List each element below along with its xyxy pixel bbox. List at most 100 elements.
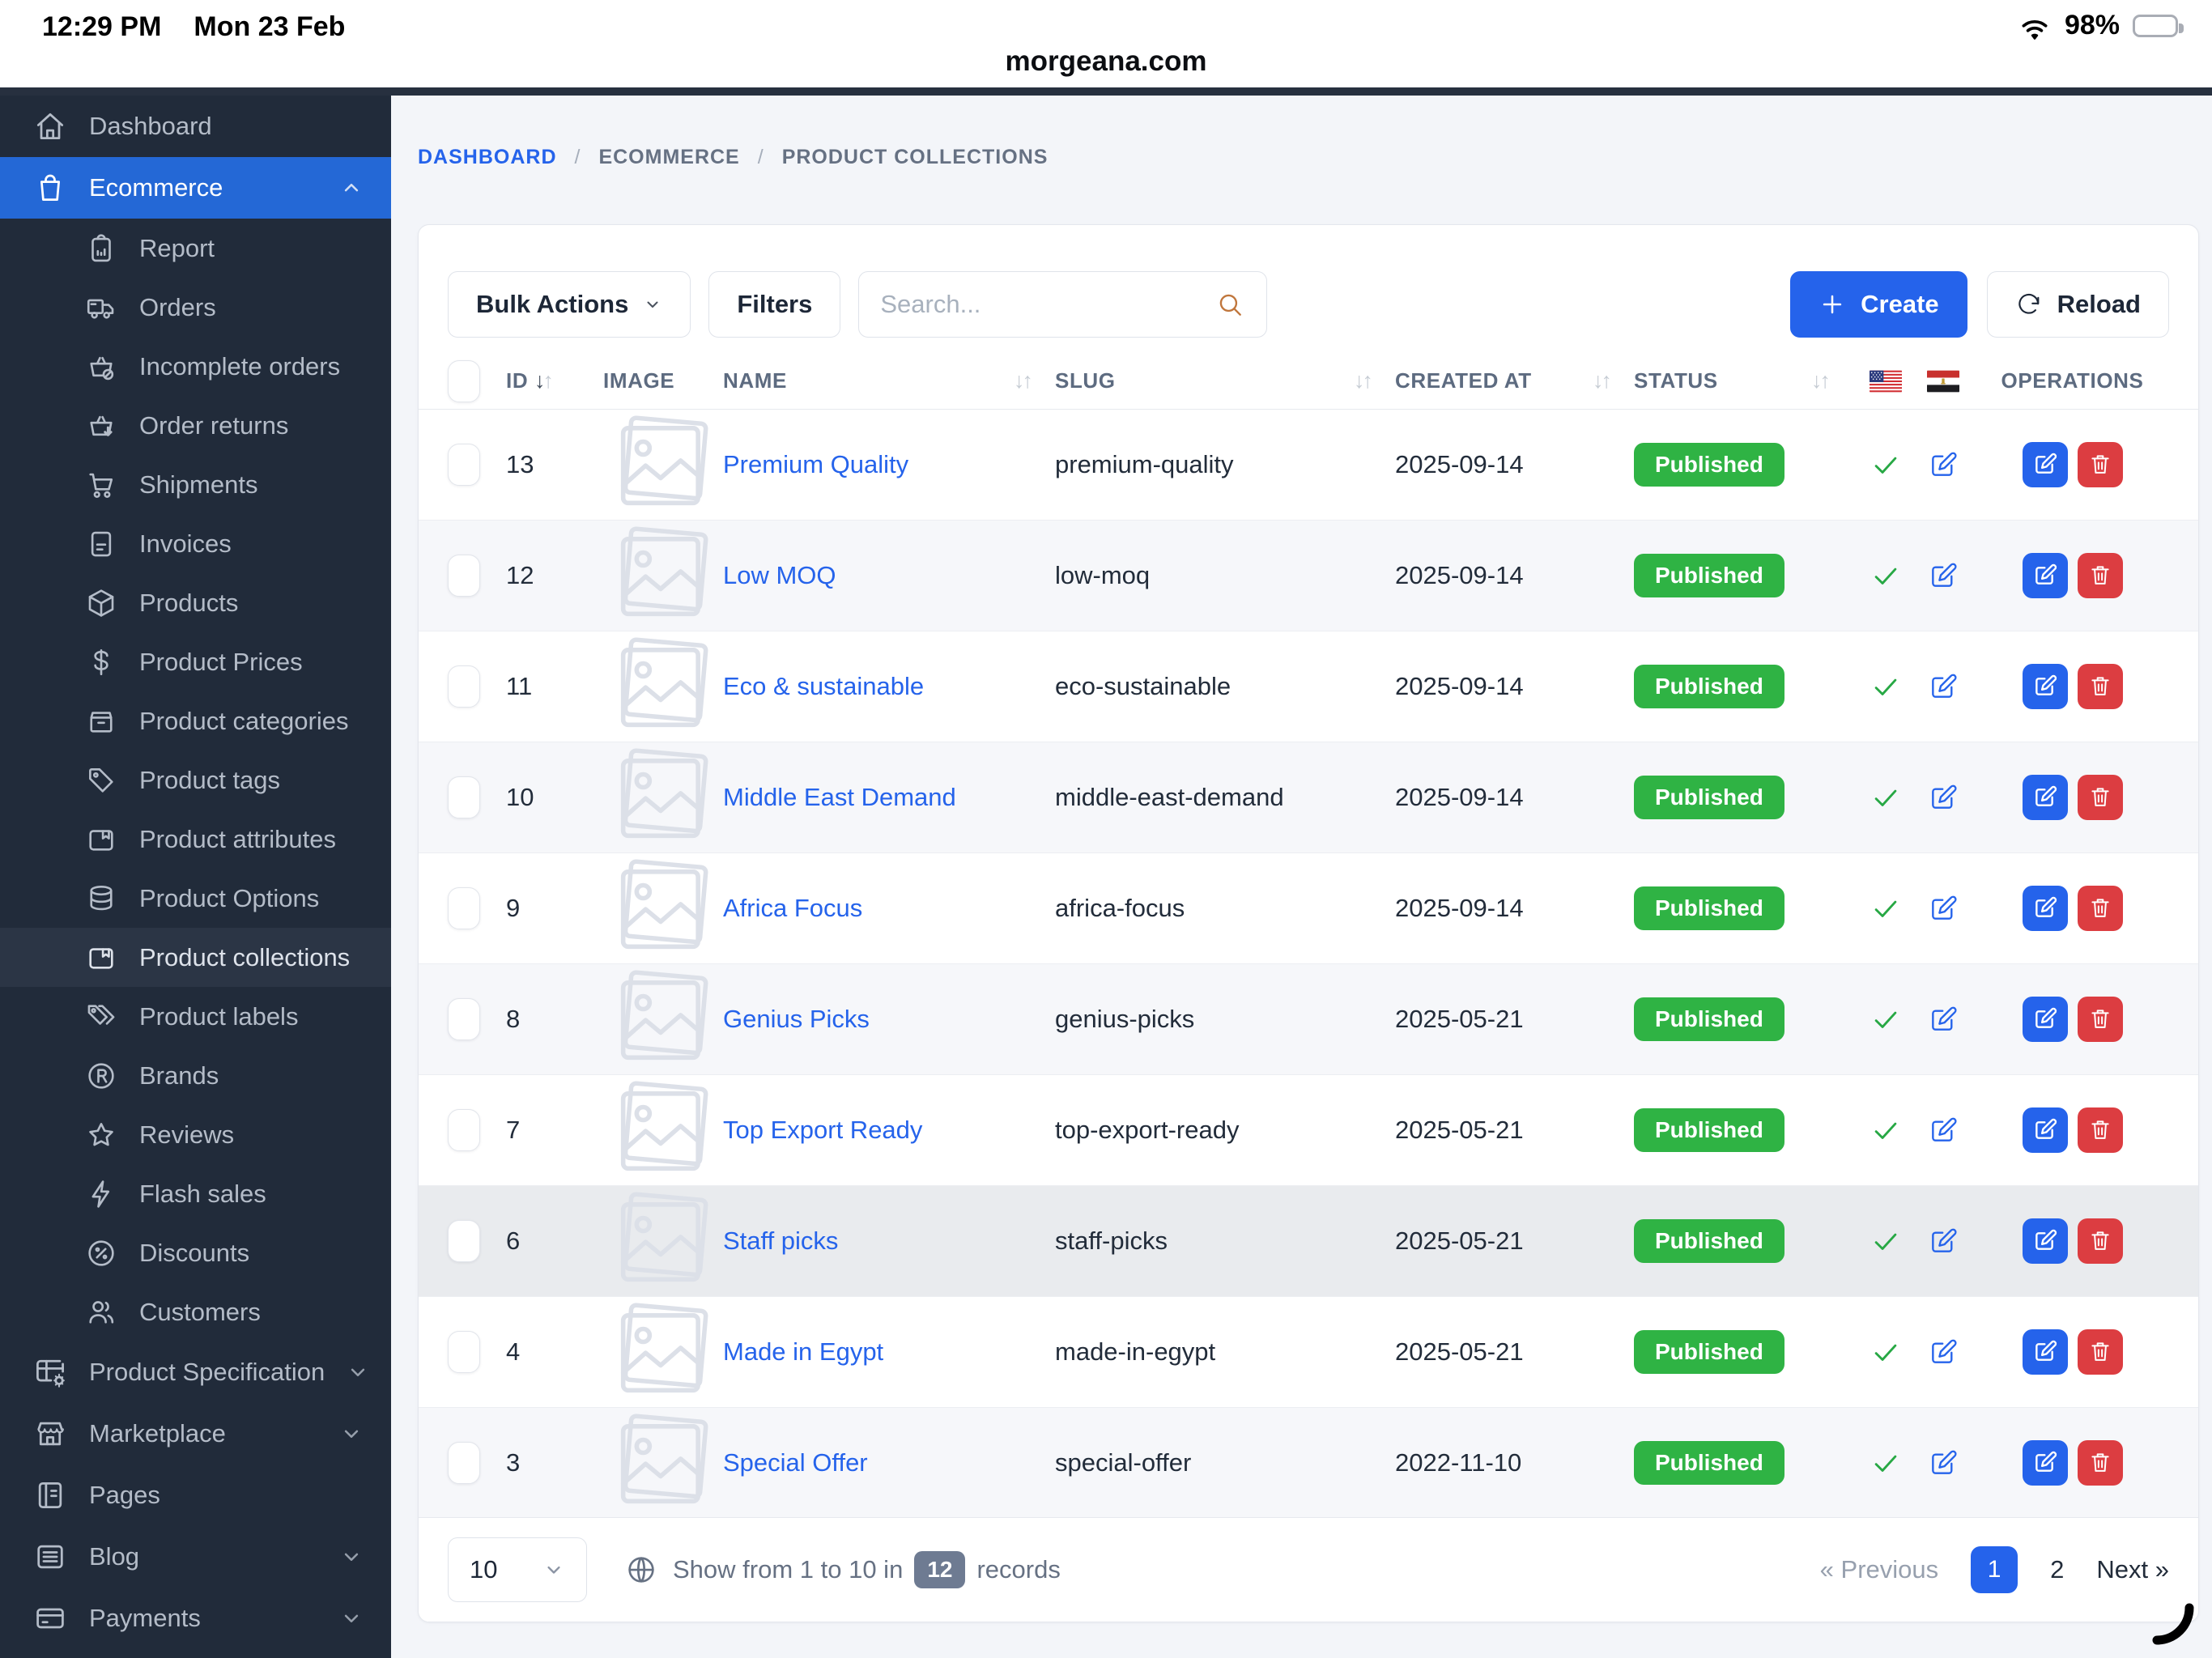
translate-edit-icon[interactable] [1928, 1004, 1959, 1035]
translate-edit-icon[interactable] [1928, 782, 1959, 813]
sidebar-item-report[interactable]: Report [0, 219, 391, 278]
edit-button[interactable] [2022, 1107, 2068, 1153]
collection-name-link[interactable]: Middle East Demand [723, 783, 956, 811]
header-status[interactable]: STATUS ↓ ↑ [1634, 368, 1831, 393]
header-slug[interactable]: SLUG ↓ ↑ [1055, 368, 1373, 393]
edit-button[interactable] [2022, 553, 2068, 598]
delete-button[interactable] [2077, 775, 2123, 820]
sidebar-item-product-specification[interactable]: Product Specification [0, 1341, 391, 1403]
delete-button[interactable] [2077, 997, 2123, 1042]
collection-name-link[interactable]: Low MOQ [723, 561, 836, 589]
sidebar-item-products[interactable]: Products [0, 573, 391, 632]
check-icon[interactable] [1870, 449, 1901, 480]
check-icon[interactable] [1870, 1337, 1901, 1367]
sidebar-item-product-collections[interactable]: Product collections [0, 928, 391, 987]
delete-button[interactable] [2077, 1218, 2123, 1264]
sidebar-item-reviews[interactable]: Reviews [0, 1105, 391, 1164]
edit-button[interactable] [2022, 442, 2068, 487]
delete-button[interactable] [2077, 553, 2123, 598]
edit-button[interactable] [2022, 997, 2068, 1042]
collection-name-link[interactable]: Genius Picks [723, 1005, 870, 1033]
reload-button[interactable]: Reload [1986, 271, 2169, 338]
sidebar-item-brands[interactable]: Brands [0, 1046, 391, 1105]
check-icon[interactable] [1870, 1115, 1901, 1146]
row-checkbox[interactable] [448, 1109, 480, 1151]
bulk-actions-button[interactable]: Bulk Actions [448, 271, 691, 338]
check-icon[interactable] [1870, 893, 1901, 924]
page-1-button[interactable]: 1 [1971, 1546, 2018, 1593]
sidebar-item-pages[interactable]: Pages [0, 1465, 391, 1526]
edit-button[interactable] [2022, 664, 2068, 709]
row-checkbox[interactable] [448, 665, 480, 708]
filters-button[interactable]: Filters [708, 271, 841, 338]
sidebar-item-flash-sales[interactable]: Flash sales [0, 1164, 391, 1223]
browser-url[interactable]: morgeana.com [1005, 45, 1207, 77]
collection-name-link[interactable]: Special Offer [723, 1448, 868, 1477]
row-checkbox[interactable] [448, 1331, 480, 1373]
sidebar-item-order-returns[interactable]: Order returns [0, 396, 391, 455]
row-checkbox[interactable] [448, 1220, 480, 1262]
create-button[interactable]: Create [1790, 271, 1967, 338]
collection-name-link[interactable]: Made in Egypt [723, 1337, 884, 1366]
row-checkbox[interactable] [448, 776, 480, 818]
row-checkbox[interactable] [448, 1442, 480, 1484]
translate-edit-icon[interactable] [1928, 449, 1959, 480]
translate-edit-icon[interactable] [1928, 893, 1959, 924]
edit-button[interactable] [2022, 775, 2068, 820]
delete-button[interactable] [2077, 1107, 2123, 1153]
row-checkbox[interactable] [448, 444, 480, 486]
sidebar-item-ecommerce[interactable]: Ecommerce [0, 157, 391, 219]
collection-name-link[interactable]: Staff picks [723, 1226, 839, 1255]
check-icon[interactable] [1870, 1004, 1901, 1035]
sidebar-item-product-labels[interactable]: Product labels [0, 987, 391, 1046]
next-page-button[interactable]: Next » [2096, 1555, 2169, 1584]
sidebar-item-dashboard[interactable]: Dashboard [0, 96, 391, 157]
sidebar-item-marketplace[interactable]: Marketplace [0, 1403, 391, 1465]
delete-button[interactable] [2077, 886, 2123, 931]
row-checkbox[interactable] [448, 887, 480, 929]
sidebar-item-product-categories[interactable]: Product categories [0, 691, 391, 750]
search-input[interactable] [880, 290, 1215, 319]
breadcrumb-ecommerce[interactable]: ECOMMERCE [598, 146, 740, 168]
edit-button[interactable] [2022, 886, 2068, 931]
translate-edit-icon[interactable] [1928, 1115, 1959, 1146]
page-2-button[interactable]: 2 [2050, 1555, 2065, 1584]
per-page-select[interactable]: 10 [448, 1537, 587, 1602]
row-checkbox[interactable] [448, 555, 480, 597]
row-checkbox[interactable] [448, 998, 480, 1040]
sidebar-item-customers[interactable]: Customers [0, 1282, 391, 1341]
sidebar-item-incomplete-orders[interactable]: Incomplete orders [0, 337, 391, 396]
header-created-at[interactable]: CREATED AT ↓ ↑ [1395, 368, 1612, 393]
collection-name-link[interactable]: Premium Quality [723, 450, 909, 478]
sidebar-item-payments[interactable]: Payments [0, 1588, 391, 1649]
delete-button[interactable] [2077, 1329, 2123, 1375]
check-icon[interactable] [1870, 1448, 1901, 1478]
edit-button[interactable] [2022, 1440, 2068, 1486]
collection-name-link[interactable]: Eco & sustainable [723, 672, 925, 700]
check-icon[interactable] [1870, 782, 1901, 813]
translate-edit-icon[interactable] [1928, 1337, 1959, 1367]
check-icon[interactable] [1870, 671, 1901, 702]
header-id[interactable]: ID ↓ ↑ [506, 368, 554, 393]
sidebar-item-discounts[interactable]: Discounts [0, 1223, 391, 1282]
check-icon[interactable] [1870, 560, 1901, 591]
sidebar-item-blog[interactable]: Blog [0, 1526, 391, 1588]
breadcrumb-dashboard[interactable]: DASHBOARD [418, 146, 557, 168]
collection-name-link[interactable]: Africa Focus [723, 894, 863, 922]
search-icon[interactable] [1214, 289, 1245, 320]
translate-edit-icon[interactable] [1928, 560, 1959, 591]
sidebar-item-orders[interactable]: Orders [0, 278, 391, 337]
previous-page-button[interactable]: « Previous [1819, 1555, 1939, 1584]
sidebar-item-shipments[interactable]: Shipments [0, 455, 391, 514]
delete-button[interactable] [2077, 664, 2123, 709]
translate-edit-icon[interactable] [1928, 671, 1959, 702]
edit-button[interactable] [2022, 1218, 2068, 1264]
collection-name-link[interactable]: Top Export Ready [723, 1116, 923, 1144]
translate-edit-icon[interactable] [1928, 1226, 1959, 1256]
sidebar-item-product-prices[interactable]: Product Prices [0, 632, 391, 691]
edit-button[interactable] [2022, 1329, 2068, 1375]
translate-edit-icon[interactable] [1928, 1448, 1959, 1478]
delete-button[interactable] [2077, 1440, 2123, 1486]
sidebar-item-product-attributes[interactable]: Product attributes [0, 810, 391, 869]
check-icon[interactable] [1870, 1226, 1901, 1256]
